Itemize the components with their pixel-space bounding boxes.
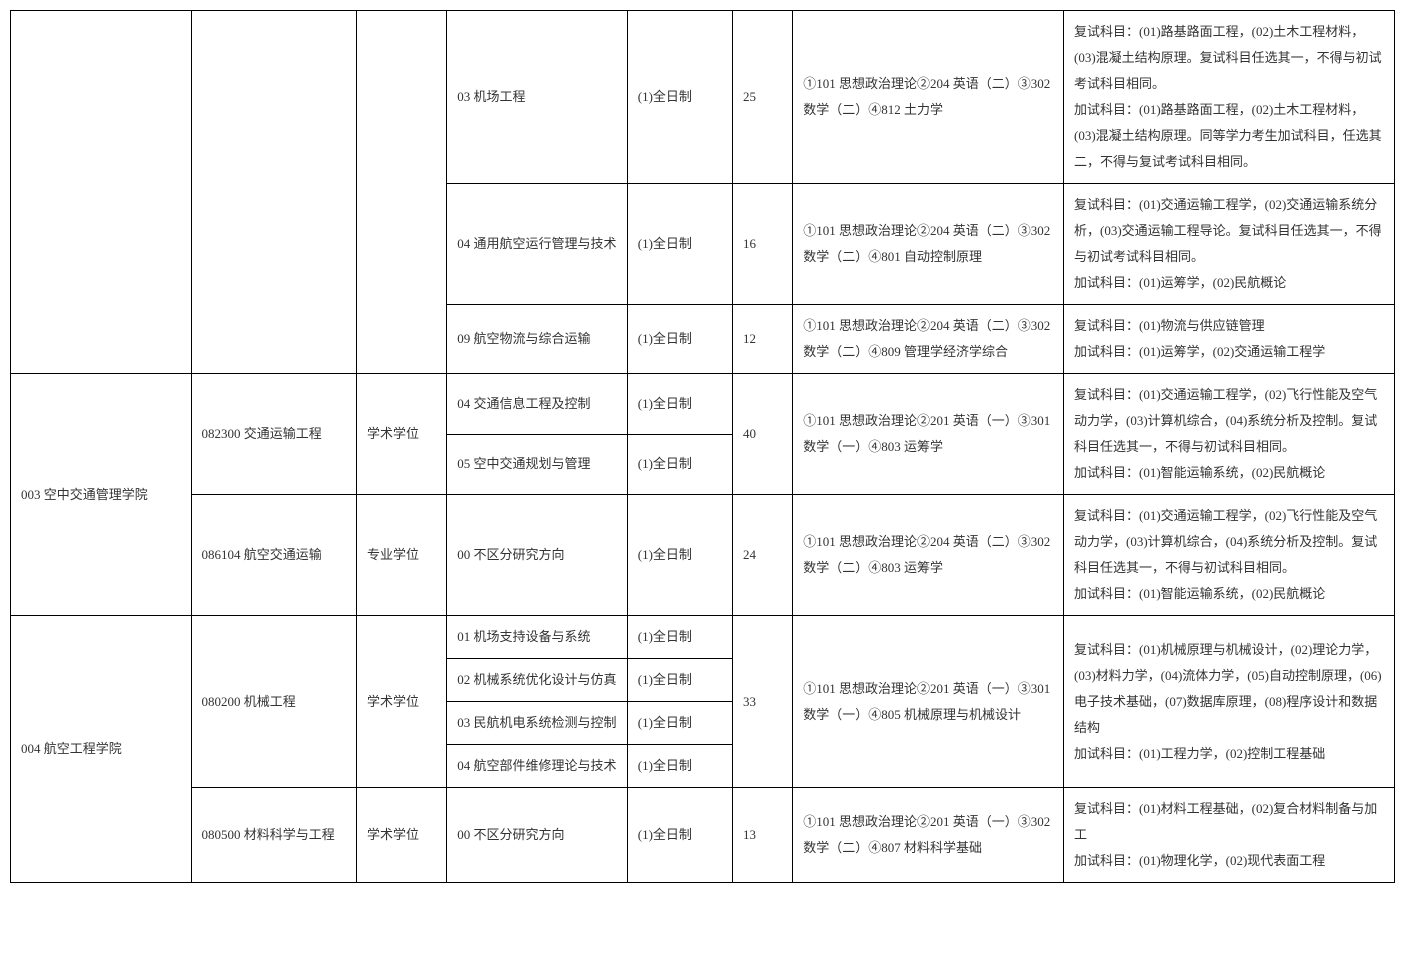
direction-cell: 02 机械系统优化设计与仿真	[447, 659, 628, 702]
direction-cell: 00 不区分研究方向	[447, 495, 628, 616]
major-cell: 086104 航空交通运输	[191, 495, 356, 616]
count-cell: 25	[733, 11, 793, 184]
direction-cell: 00 不区分研究方向	[447, 788, 628, 883]
degree-cell: 学术学位	[356, 616, 446, 788]
direction-cell: 03 机场工程	[447, 11, 628, 184]
table-row: 003 空中交通管理学院 082300 交通运输工程 学术学位 04 交通信息工…	[11, 374, 1395, 435]
type-cell: (1)全日制	[627, 702, 732, 745]
table-row: 086104 航空交通运输 专业学位 00 不区分研究方向 (1)全日制 24 …	[11, 495, 1395, 616]
notes-cell: 复试科目：(01)物流与供应链管理加试科目：(01)运筹学，(02)交通运输工程…	[1063, 305, 1394, 374]
direction-cell: 04 通用航空运行管理与技术	[447, 184, 628, 305]
count-cell: 33	[733, 616, 793, 788]
major-cell: 080200 机械工程	[191, 616, 356, 788]
type-cell: (1)全日制	[627, 659, 732, 702]
count-cell: 24	[733, 495, 793, 616]
type-cell: (1)全日制	[627, 616, 732, 659]
count-cell: 13	[733, 788, 793, 883]
degree-cell: 学术学位	[356, 788, 446, 883]
degree-cell: 专业学位	[356, 495, 446, 616]
direction-cell: 09 航空物流与综合运输	[447, 305, 628, 374]
major-cell: 082300 交通运输工程	[191, 374, 356, 495]
count-cell: 16	[733, 184, 793, 305]
exam-cell: ①101 思想政治理论②204 英语（二）③302数学（二）④803 运筹学	[793, 495, 1064, 616]
table-row: 080500 材料科学与工程 学术学位 00 不区分研究方向 (1)全日制 13…	[11, 788, 1395, 883]
admissions-table: 03 机场工程 (1)全日制 25 ①101 思想政治理论②204 英语（二）③…	[10, 10, 1395, 883]
type-cell: (1)全日制	[627, 434, 732, 495]
notes-cell: 复试科目：(01)交通运输工程学，(02)飞行性能及空气动力学，(03)计算机综…	[1063, 495, 1394, 616]
type-cell: (1)全日制	[627, 495, 732, 616]
exam-cell: ①101 思想政治理论②204 英语（二）③302数学（二）④809 管理学经济…	[793, 305, 1064, 374]
notes-cell: 复试科目：(01)路基路面工程，(02)土木工程材料，(03)混凝土结构原理。复…	[1063, 11, 1394, 184]
major-cell: 080500 材料科学与工程	[191, 788, 356, 883]
direction-cell: 03 民航机电系统检测与控制	[447, 702, 628, 745]
exam-cell: ①101 思想政治理论②204 英语（二）③302数学（二）④812 土力学	[793, 11, 1064, 184]
exam-cell: ①101 思想政治理论②201 英语（一）③301数学（一）④805 机械原理与…	[793, 616, 1064, 788]
notes-cell: 复试科目：(01)交通运输工程学，(02)交通运输系统分析，(03)交通运输工程…	[1063, 184, 1394, 305]
exam-cell: ①101 思想政治理论②201 英语（一）③302数学（二）④807 材料科学基…	[793, 788, 1064, 883]
type-cell: (1)全日制	[627, 11, 732, 184]
exam-cell: ①101 思想政治理论②201 英语（一）③301数学（一）④803 运筹学	[793, 374, 1064, 495]
count-cell: 12	[733, 305, 793, 374]
notes-cell: 复试科目：(01)材料工程基础，(02)复合材料制备与加工加试科目：(01)物理…	[1063, 788, 1394, 883]
direction-cell: 04 交通信息工程及控制	[447, 374, 628, 435]
notes-cell: 复试科目：(01)机械原理与机械设计，(02)理论力学，(03)材料力学，(04…	[1063, 616, 1394, 788]
count-cell: 40	[733, 374, 793, 495]
type-cell: (1)全日制	[627, 745, 732, 788]
degree-cell	[356, 11, 446, 374]
dept-cell: 004 航空工程学院	[11, 616, 192, 883]
type-cell: (1)全日制	[627, 374, 732, 435]
type-cell: (1)全日制	[627, 788, 732, 883]
table-row: 004 航空工程学院 080200 机械工程 学术学位 01 机场支持设备与系统…	[11, 616, 1395, 659]
type-cell: (1)全日制	[627, 305, 732, 374]
dept-cell: 003 空中交通管理学院	[11, 374, 192, 616]
exam-cell: ①101 思想政治理论②204 英语（二）③302数学（二）④801 自动控制原…	[793, 184, 1064, 305]
direction-cell: 05 空中交通规划与管理	[447, 434, 628, 495]
direction-cell: 04 航空部件维修理论与技术	[447, 745, 628, 788]
table-row: 03 机场工程 (1)全日制 25 ①101 思想政治理论②204 英语（二）③…	[11, 11, 1395, 184]
direction-cell: 01 机场支持设备与系统	[447, 616, 628, 659]
degree-cell: 学术学位	[356, 374, 446, 495]
major-cell	[191, 11, 356, 374]
dept-cell	[11, 11, 192, 374]
type-cell: (1)全日制	[627, 184, 732, 305]
notes-cell: 复试科目：(01)交通运输工程学，(02)飞行性能及空气动力学，(03)计算机综…	[1063, 374, 1394, 495]
